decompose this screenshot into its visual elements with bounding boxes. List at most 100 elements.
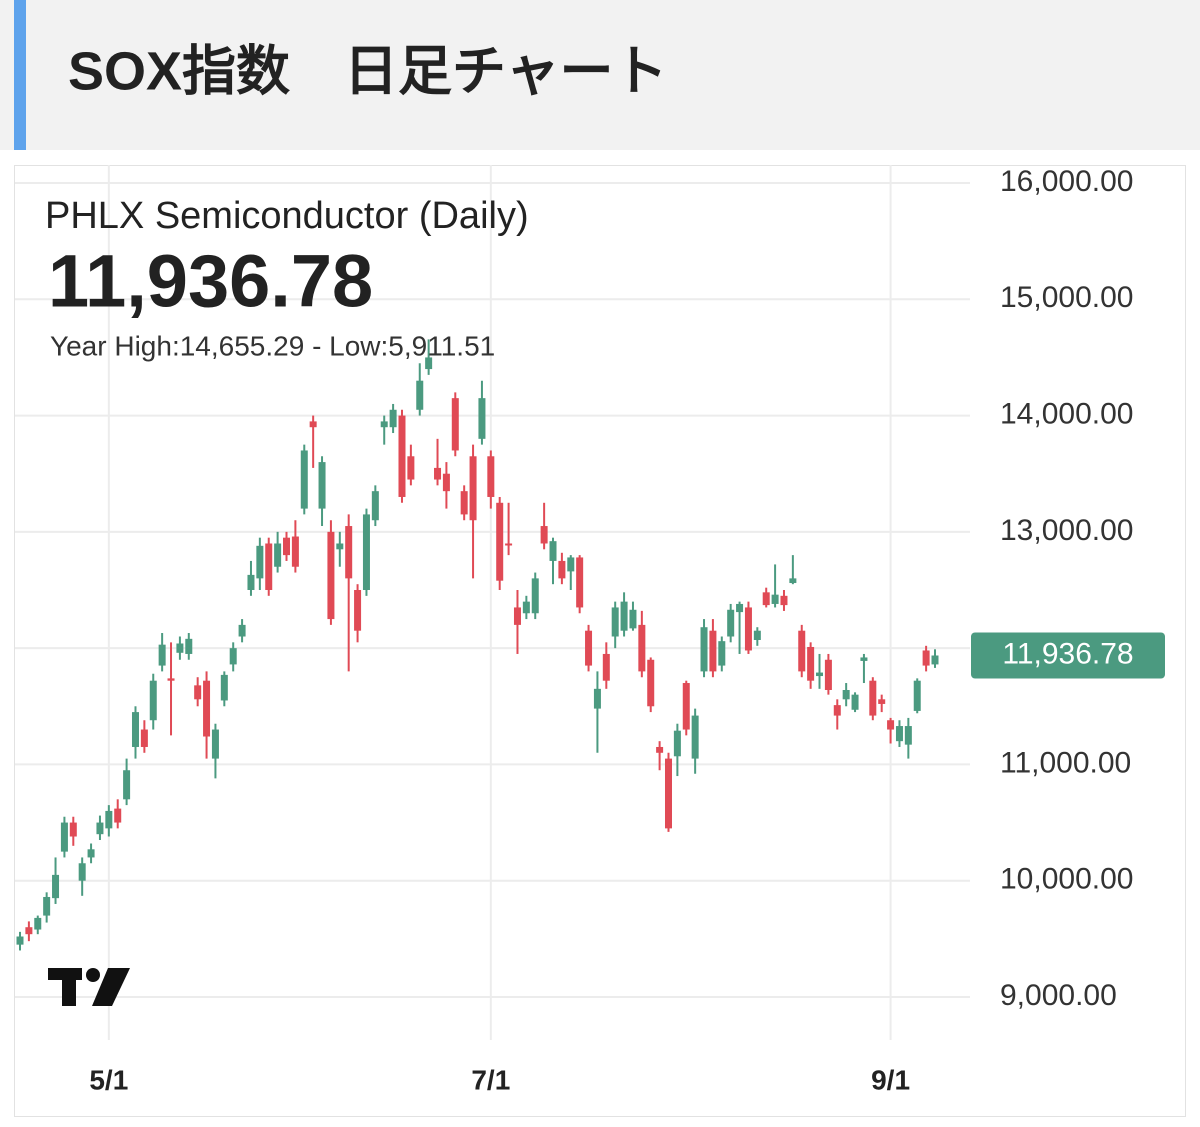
logo-part — [86, 968, 100, 982]
candle-body — [69, 822, 77, 837]
y-tick-label: 11,000.00 — [1000, 746, 1131, 779]
candle-body — [895, 726, 903, 742]
candle-body — [34, 917, 42, 930]
candle-body — [345, 526, 353, 579]
candle-body — [425, 357, 433, 370]
price-tag — [971, 632, 1165, 679]
candle-body — [256, 545, 264, 579]
candle-body — [469, 456, 477, 521]
candle-body — [362, 514, 370, 590]
header-accent — [14, 0, 26, 150]
subtitle: Year High:14,655.29 - Low:5,911.51 — [50, 330, 495, 361]
candle-body — [229, 648, 237, 665]
candle-body — [860, 657, 868, 661]
candle-body — [798, 630, 806, 672]
candle-body — [824, 659, 832, 690]
candle-body — [398, 415, 406, 497]
chart-title: PHLX Semiconductor (Daily) — [45, 195, 529, 237]
candle-body — [567, 557, 575, 572]
candle-body — [354, 590, 362, 631]
candle-body — [389, 409, 397, 428]
candle-body — [664, 758, 672, 829]
candle-body — [176, 643, 184, 653]
candle-body — [149, 680, 157, 721]
y-tick-label: 9,000.00 — [1000, 979, 1117, 1012]
candle-body — [762, 592, 770, 606]
y-tick-label: 14,000.00 — [1000, 398, 1133, 431]
candle-body — [87, 849, 95, 858]
logo-part — [62, 968, 76, 1006]
price-tag-label: 11,936.78 — [1002, 637, 1133, 670]
price: 11,936.78 — [48, 240, 373, 323]
candle-body — [691, 715, 699, 759]
candle-body — [753, 630, 761, 640]
candle-body — [869, 680, 877, 716]
candle-body — [52, 874, 60, 899]
candle-body — [736, 603, 744, 613]
candle-body — [283, 537, 291, 556]
candle-body — [16, 936, 24, 945]
candle-body — [744, 607, 752, 651]
candle-body — [460, 491, 468, 515]
candle-body — [203, 680, 211, 737]
candle-body — [25, 927, 33, 935]
y-tick-label: 15,000.00 — [1000, 281, 1133, 314]
candle-body — [60, 822, 68, 852]
candle-body — [211, 729, 219, 759]
candle-body — [816, 672, 824, 677]
candle-body — [185, 638, 193, 654]
candle-body — [531, 578, 539, 614]
candle-body — [194, 685, 202, 700]
candle-body — [913, 680, 921, 711]
candle-body — [478, 398, 486, 439]
candle-body — [220, 674, 228, 701]
candle-body — [416, 380, 424, 410]
candle-body — [887, 720, 895, 730]
x-tick-label: 5/1 — [89, 1064, 128, 1095]
candle-body — [709, 630, 717, 672]
candle-body — [513, 607, 521, 625]
candle-body — [789, 578, 797, 584]
candle-body — [158, 644, 166, 666]
candle-body — [265, 543, 273, 590]
candle-body — [318, 462, 326, 509]
candle-body — [43, 896, 51, 916]
candle-body — [336, 543, 344, 550]
candle-body — [656, 746, 664, 753]
candle-body — [131, 712, 139, 747]
candle-body — [673, 730, 681, 757]
candle-body — [434, 467, 442, 480]
candle-body — [327, 531, 335, 620]
candle-body — [931, 655, 939, 665]
candle-body — [96, 822, 104, 835]
candle-body — [496, 502, 504, 581]
candle-body — [549, 541, 557, 561]
candle-body — [620, 601, 628, 631]
candle-body — [238, 624, 246, 637]
candle-body — [487, 456, 495, 497]
candle-body — [522, 601, 530, 614]
candle-body — [558, 560, 566, 579]
candle-body — [727, 609, 735, 637]
candle-body — [682, 683, 690, 730]
logo-part — [92, 968, 130, 1006]
candle-body — [105, 810, 113, 829]
candle-body — [576, 557, 584, 608]
candle-body — [807, 646, 815, 681]
candle-body — [842, 690, 850, 700]
candle-body — [442, 473, 450, 492]
header-bg — [0, 0, 1200, 150]
candle-body — [647, 659, 655, 707]
candle-body — [638, 624, 646, 672]
logo — [48, 968, 130, 1006]
candle-body — [300, 450, 308, 509]
candle-body — [904, 726, 912, 745]
candle-body — [123, 770, 131, 800]
candle-body — [602, 653, 610, 681]
candle-body — [451, 398, 459, 451]
y-tick-label: 16,000.00 — [1000, 165, 1133, 198]
candle-body — [771, 594, 779, 604]
candle-body — [540, 526, 548, 544]
